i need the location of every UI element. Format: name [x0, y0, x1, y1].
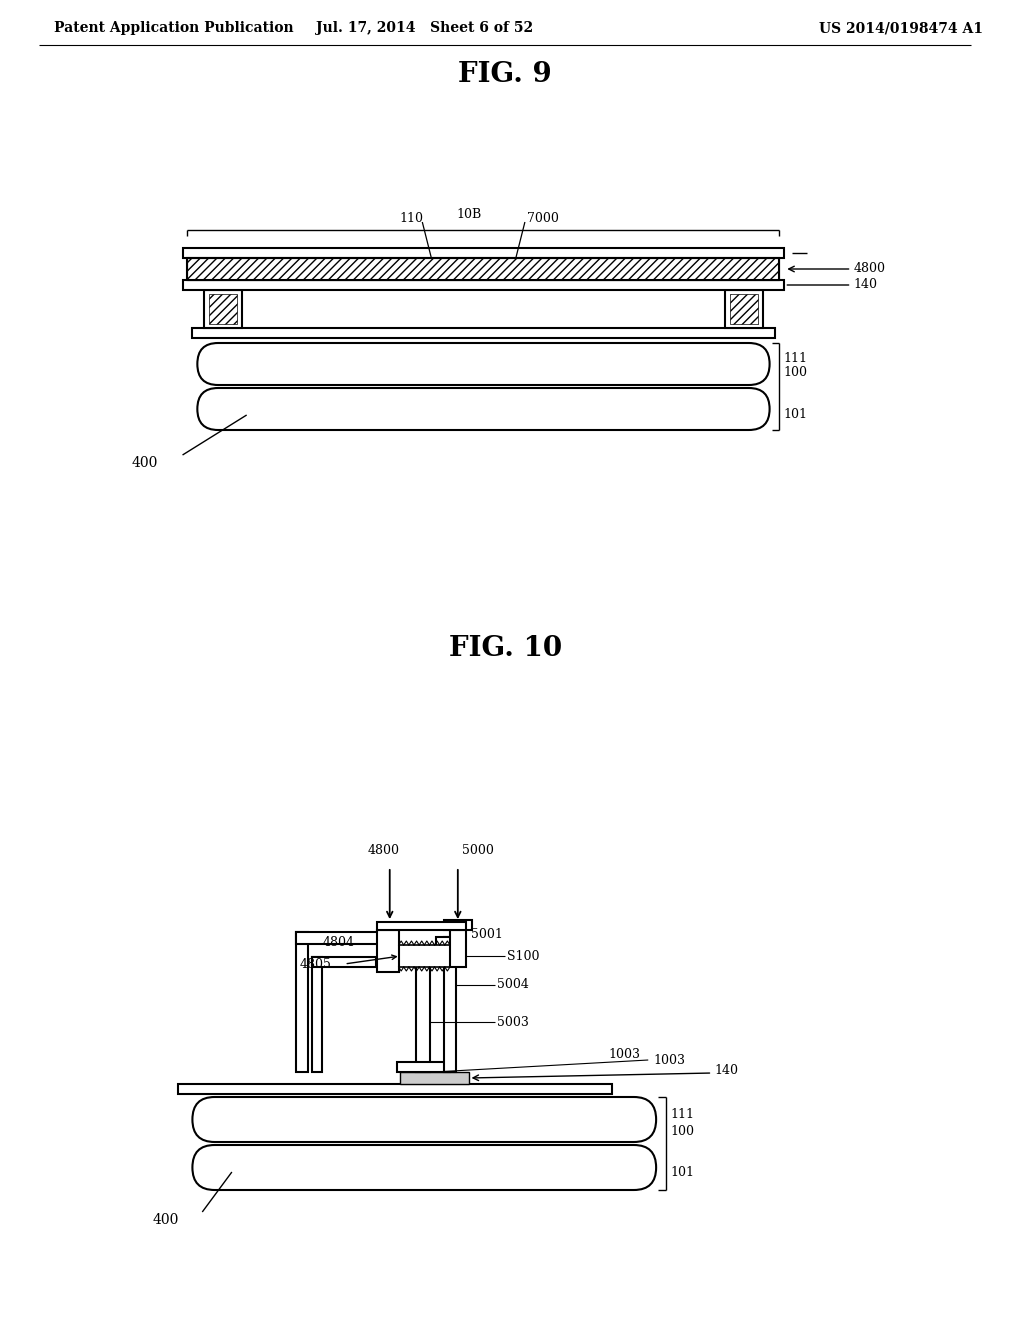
Text: S100: S100: [507, 949, 540, 962]
Text: 400: 400: [153, 1213, 179, 1228]
Text: 140: 140: [853, 279, 878, 292]
Text: 7000: 7000: [527, 213, 559, 226]
Bar: [399, 1072, 469, 1084]
Bar: [193, 327, 774, 338]
Bar: [417, 952, 430, 1072]
Text: 1003: 1003: [609, 1048, 641, 1060]
Text: 140: 140: [715, 1064, 738, 1077]
Bar: [450, 921, 466, 968]
Text: 110: 110: [399, 213, 424, 226]
Text: 5000: 5000: [462, 845, 494, 858]
Text: FIG. 10: FIG. 10: [449, 635, 562, 661]
Bar: [311, 957, 376, 968]
Text: 100: 100: [670, 1125, 694, 1138]
Text: 4804: 4804: [323, 936, 354, 949]
Bar: [398, 945, 450, 968]
Text: Jul. 17, 2014   Sheet 6 of 52: Jul. 17, 2014 Sheet 6 of 52: [315, 21, 532, 36]
Bar: [182, 248, 784, 257]
Bar: [396, 1063, 450, 1072]
Bar: [177, 1084, 611, 1094]
Bar: [730, 294, 758, 323]
Text: 4805: 4805: [300, 957, 332, 970]
Text: Patent Application Publication: Patent Application Publication: [54, 21, 294, 36]
Text: 5004: 5004: [498, 978, 529, 991]
Text: 101: 101: [783, 408, 807, 421]
FancyBboxPatch shape: [193, 1097, 656, 1142]
Bar: [725, 290, 763, 327]
Bar: [296, 932, 390, 944]
Bar: [204, 290, 242, 327]
Bar: [296, 932, 308, 1072]
Text: 111: 111: [670, 1107, 694, 1121]
Bar: [444, 937, 456, 1072]
Text: 4800: 4800: [368, 845, 400, 858]
Bar: [187, 257, 779, 280]
Text: FIG. 9: FIG. 9: [459, 62, 552, 88]
Bar: [311, 957, 322, 1072]
Text: US 2014/0198474 A1: US 2014/0198474 A1: [819, 21, 983, 36]
Text: 111: 111: [783, 351, 807, 364]
Text: 1003: 1003: [653, 1053, 685, 1067]
Text: 100: 100: [783, 366, 807, 379]
FancyBboxPatch shape: [198, 388, 770, 430]
Text: 10B: 10B: [456, 207, 481, 220]
Bar: [209, 294, 237, 323]
Text: 400: 400: [131, 455, 158, 470]
Bar: [436, 937, 464, 946]
Bar: [377, 921, 466, 931]
Bar: [187, 257, 779, 280]
Bar: [444, 920, 472, 931]
Text: 5003: 5003: [498, 1015, 529, 1028]
Text: 5001: 5001: [471, 928, 503, 940]
Bar: [377, 931, 398, 972]
FancyBboxPatch shape: [198, 343, 770, 385]
FancyBboxPatch shape: [193, 1144, 656, 1191]
Text: 101: 101: [670, 1166, 694, 1179]
Text: 4800: 4800: [853, 263, 886, 276]
Bar: [182, 280, 784, 290]
